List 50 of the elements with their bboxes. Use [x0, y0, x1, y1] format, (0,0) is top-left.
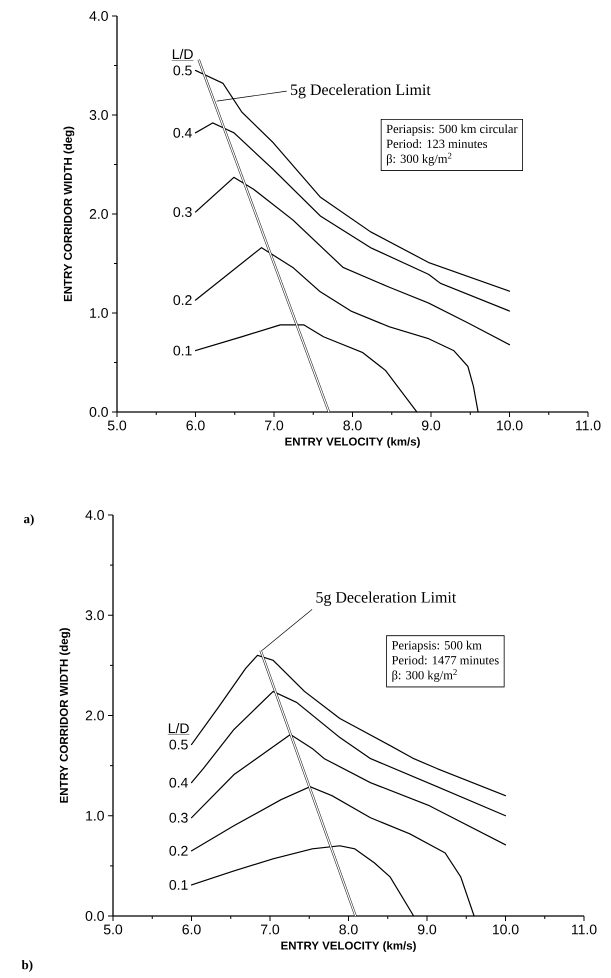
x-tick-label: 7.0 [261, 924, 280, 934]
series-label: 0.3 [173, 207, 192, 217]
annotation: β: 300 kg/m$^{2}$ [386, 152, 452, 166]
y-tick-label: 0.0 [86, 911, 104, 921]
y-tick-label: 1.0 [90, 308, 108, 318]
text: b) [22, 960, 32, 972]
y-axis-title: ENTRY CORRIDOR WIDTH (deg) [64, 126, 74, 302]
legend-label: 0.5 [173, 65, 192, 76]
x-tick-label: 11.0 [576, 420, 601, 430]
x-axis-title: ENTRY VELOCITY (km/s) [285, 437, 420, 448]
x-tick-label: 9.0 [418, 924, 436, 934]
legend-title: L/D [172, 48, 193, 60]
y-axis-title: ENTRY CORRIDOR WIDTH (deg) [60, 628, 70, 803]
series-label: 0.1 [173, 346, 192, 356]
x-tick-label: 8.0 [343, 420, 362, 430]
series-label: 0.3 [169, 812, 188, 823]
series-label: 0.1 [169, 880, 188, 890]
x-tick-label: 9.0 [422, 420, 440, 430]
x-tick-label: 10.0 [496, 420, 523, 430]
series-label: 0.4 [169, 778, 188, 788]
x-tick-label: 5.0 [104, 924, 122, 934]
annotation: Period: 123 minutes [386, 139, 488, 148]
y-tick-label: 2.0 [86, 710, 104, 720]
x-tick-label: 6.0 [186, 420, 205, 430]
y-tick-label: 3.0 [86, 610, 104, 620]
x-tick-label: 10.0 [492, 924, 519, 934]
x-tick-label: 11.0 [572, 924, 597, 934]
y-tick-label: 3.0 [90, 110, 108, 120]
y-tick-label: 1.0 [86, 810, 104, 821]
y-tick-label: 0.0 [90, 407, 108, 417]
text: a) [24, 514, 34, 526]
legend-title: L/D [168, 722, 189, 734]
series-label: 0.2 [173, 295, 192, 306]
y-tick-label: 4.0 [85, 510, 104, 520]
legend-label: 0.5 [169, 740, 188, 750]
x-axis-title: ENTRY VELOCITY (km/s) [281, 941, 416, 952]
annotation: Periapsis: 500 km circular [386, 124, 518, 136]
annotation: Periapsis: 500 km [392, 640, 482, 652]
annotation: β: 300 kg/m$^{2}$ [392, 669, 457, 682]
series-label: 0.2 [169, 846, 188, 856]
series-label: 0.4 [173, 128, 192, 138]
y-tick-label: 2.0 [90, 209, 108, 219]
annotation: Period: 1477 minutes [392, 656, 499, 664]
annotation: 5g Deceleration Limit [316, 591, 456, 606]
annotation: 5g Deceleration Limit [290, 84, 431, 98]
x-tick-label: 5.0 [108, 420, 126, 430]
y-tick-label: 4.0 [89, 11, 108, 21]
x-tick-label: 8.0 [339, 924, 358, 934]
x-tick-label: 7.0 [265, 420, 284, 430]
x-tick-label: 6.0 [182, 924, 201, 934]
